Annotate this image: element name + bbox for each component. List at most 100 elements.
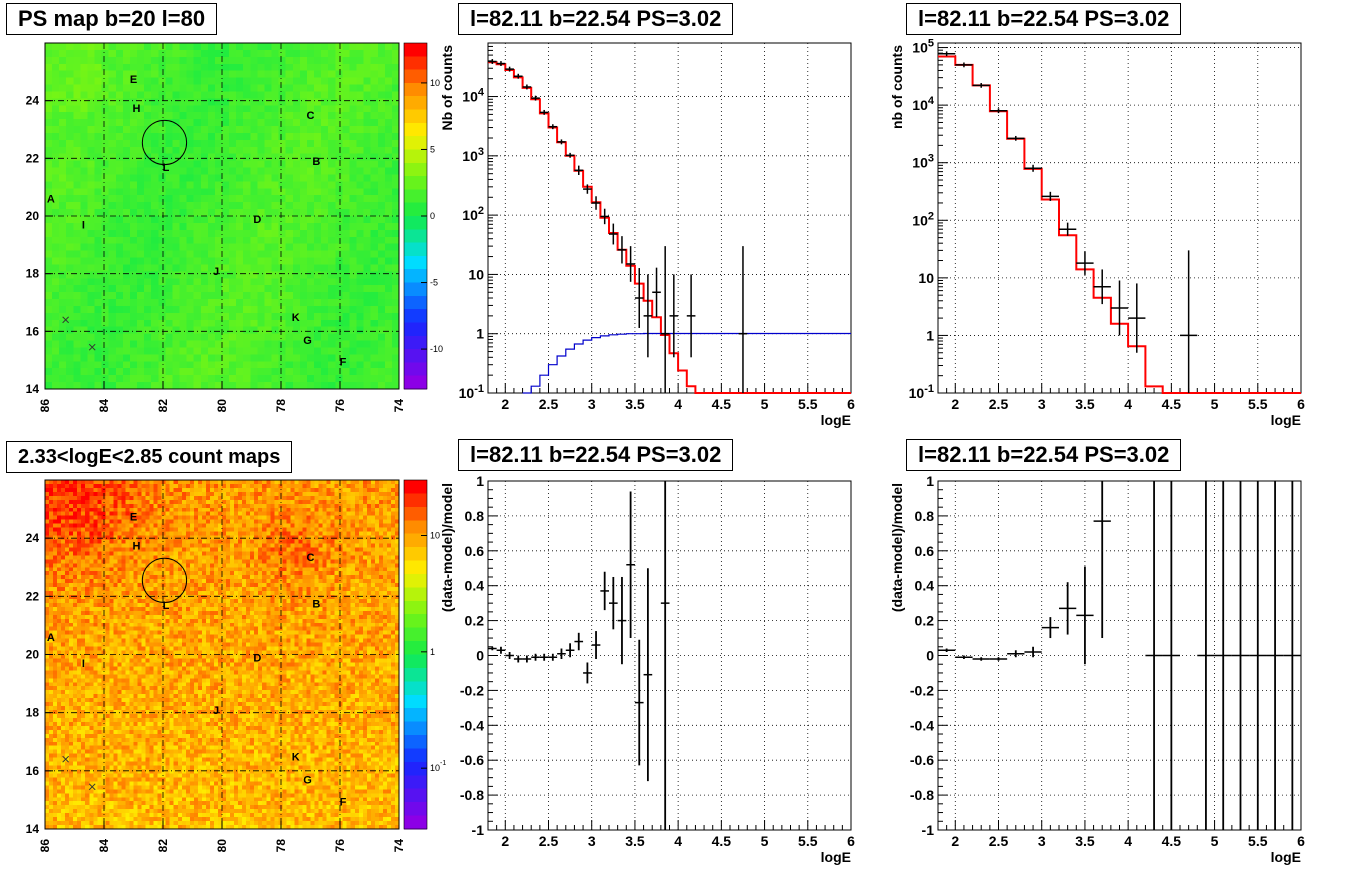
map-cell <box>264 209 273 217</box>
map-cell <box>61 725 66 731</box>
map-cell <box>65 706 70 711</box>
map-cell <box>59 160 67 169</box>
map-cell <box>94 278 103 286</box>
map-cell <box>101 375 110 383</box>
source-label-F: F <box>340 357 347 369</box>
map-cell <box>257 160 266 169</box>
map-cell <box>153 555 159 560</box>
map-cell <box>80 105 89 113</box>
map-cell <box>172 264 181 272</box>
map-cell <box>384 292 393 300</box>
map-cell <box>391 299 400 307</box>
map-cell <box>137 765 143 771</box>
map-cell <box>342 236 351 245</box>
map-cell <box>129 511 135 517</box>
map-cell <box>229 216 237 224</box>
map-cell <box>335 126 343 134</box>
map-cell <box>165 285 174 293</box>
map-cell <box>271 305 280 314</box>
map-cell <box>115 153 124 162</box>
map-cell <box>125 567 131 572</box>
map-cell <box>113 717 119 723</box>
map-cell <box>101 229 110 238</box>
map-cell <box>61 721 66 727</box>
map-cell <box>264 319 273 328</box>
map-cell <box>342 98 351 106</box>
map-cell <box>149 539 155 545</box>
map-cell <box>122 257 131 266</box>
map-cell <box>141 710 147 715</box>
map-cell <box>391 278 400 286</box>
map-cell <box>370 132 379 141</box>
map-cell <box>89 571 94 576</box>
map-cell <box>85 785 90 790</box>
map-cell <box>109 729 114 735</box>
map-cell <box>158 188 166 196</box>
map-cell <box>137 638 143 644</box>
map-cell <box>314 354 322 362</box>
map-cell <box>49 495 54 501</box>
map-cell <box>45 49 53 58</box>
map-cell <box>77 622 82 628</box>
map-cell <box>89 710 94 715</box>
map-cell <box>89 717 94 723</box>
map-cell <box>97 650 102 656</box>
map-cell <box>81 634 86 640</box>
map-cell <box>165 319 174 328</box>
map-cell <box>52 56 60 65</box>
map-cell <box>85 749 90 755</box>
map-cell <box>299 63 308 72</box>
map-cell <box>65 555 70 560</box>
map-cell <box>377 305 386 314</box>
map-cell <box>137 503 143 509</box>
map-cell <box>69 551 74 556</box>
map-cell <box>89 817 94 822</box>
map-cell <box>89 678 94 683</box>
map-cell <box>186 153 195 162</box>
map-cell <box>250 153 258 162</box>
map-cell <box>93 757 98 763</box>
map-cell <box>52 236 60 245</box>
map-cell <box>250 146 258 155</box>
map-cell <box>69 686 74 691</box>
map-cell <box>141 805 147 810</box>
map-cell <box>65 789 70 794</box>
map-cell <box>179 236 188 245</box>
map-cell <box>144 264 152 272</box>
map-cell <box>193 98 202 106</box>
map-cell <box>73 195 81 203</box>
map-cell <box>65 650 70 656</box>
map-cell <box>328 257 336 266</box>
map-cell <box>89 483 94 489</box>
map-cell <box>113 658 119 664</box>
map-cell <box>57 563 62 568</box>
map-cell <box>113 634 119 640</box>
map-cell <box>391 305 400 314</box>
map-cell <box>222 326 230 335</box>
map-cell <box>66 340 74 349</box>
map-cell <box>356 91 365 99</box>
map-cell <box>53 579 58 584</box>
map-cell <box>129 713 135 719</box>
map-cell <box>109 761 114 767</box>
map-cell <box>165 236 174 245</box>
map-cell <box>137 773 143 779</box>
map-cell <box>292 222 301 231</box>
map-cell <box>81 682 86 687</box>
map-cell <box>97 614 102 620</box>
map-cell <box>151 167 159 176</box>
map-cell <box>121 626 127 632</box>
map-cell <box>271 229 280 238</box>
map-cell <box>81 773 86 779</box>
map-cell <box>137 821 143 826</box>
map-cell <box>73 606 78 612</box>
map-cell <box>292 98 301 106</box>
map-cell <box>87 354 96 362</box>
map-cell <box>53 575 58 580</box>
map-cell <box>349 285 358 293</box>
map-cell <box>53 503 58 509</box>
map-cell <box>45 63 53 72</box>
map-cell <box>113 690 119 695</box>
map-cell <box>89 602 94 608</box>
